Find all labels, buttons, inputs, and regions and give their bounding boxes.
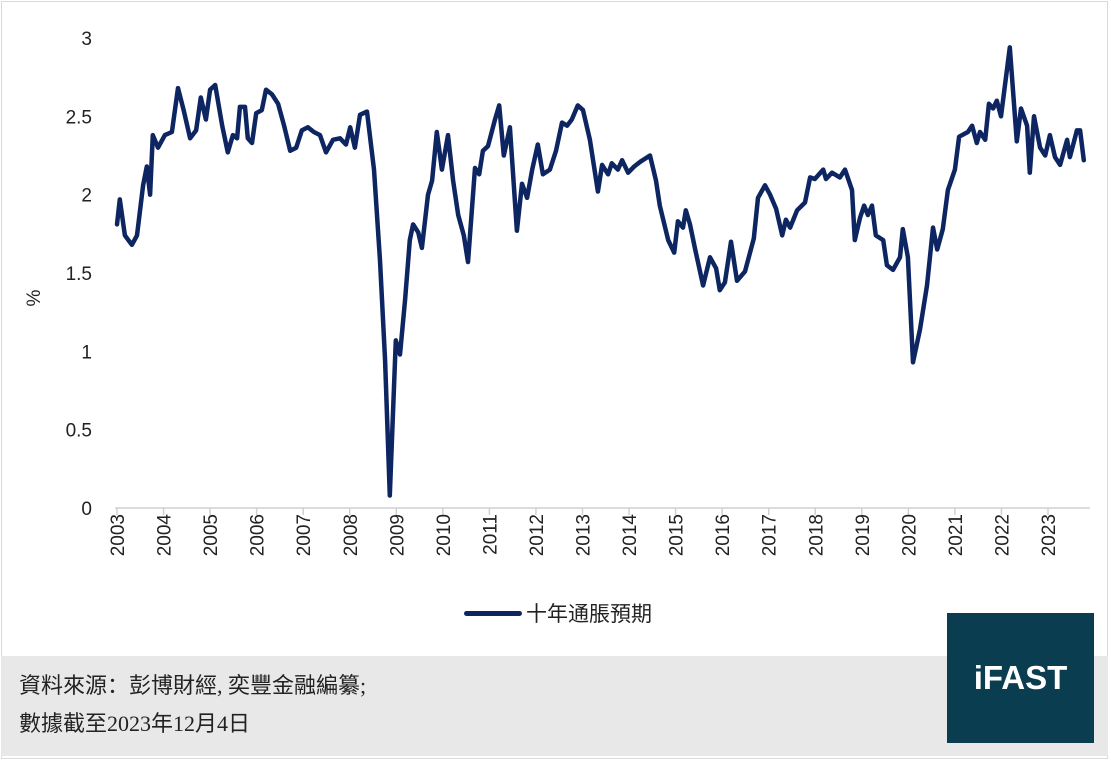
y-axis: 0 0.5 1 1.5 2 2.5 3	[66, 29, 92, 520]
legend: 十年通脹預期	[464, 598, 652, 628]
x-tick-label: 2006	[248, 514, 269, 556]
x-tick-label: 2007	[294, 514, 315, 556]
footer: 資料來源：彭博財經, 奕豐金融編纂; 數據截至2023年12月4日	[1, 656, 1108, 756]
y-tick-label: 1	[81, 342, 92, 363]
y-tick-label: 0	[81, 499, 92, 520]
legend-label: 十年通脹預期	[526, 602, 652, 626]
x-tick-label: 2016	[713, 514, 734, 556]
x-tick-label: 2012	[527, 514, 548, 556]
source-note: 資料來源：彭博財經, 奕豐金融編纂;	[19, 673, 367, 698]
series-line	[114, 45, 1087, 498]
x-tick-label: 2015	[667, 514, 688, 556]
date-note: 數據截至2023年12月4日	[19, 711, 251, 736]
x-tick-label: 2017	[760, 514, 781, 556]
legend-swatch	[464, 610, 522, 616]
x-tick-label: 2010	[434, 514, 455, 556]
x-tick-label: 2013	[574, 514, 595, 556]
x-tick-label: 2018	[806, 514, 827, 556]
x-tick-label: 2022	[992, 514, 1013, 556]
x-tick-label: 2008	[341, 514, 362, 556]
x-axis: 2003 2004 2005 2006 2007 2008 2009 2010 2011 2012…	[108, 507, 1090, 557]
y-tick-label: 3	[81, 29, 92, 50]
series-group	[114, 45, 1087, 498]
y-tick-label: 2.5	[66, 107, 92, 128]
y-tick-label: 2	[81, 186, 92, 207]
x-tick-label: 2021	[946, 514, 967, 556]
x-tick-label: 2014	[620, 514, 641, 557]
x-tick-label: 2020	[899, 514, 920, 556]
line-chart: 00.511.522.53 2003 2004 2005 2006 2007 2008 20…	[24, 29, 1090, 557]
y-axis-label: %	[24, 289, 45, 306]
y-tick-label: 0.5	[66, 421, 92, 442]
x-tick-label: 2011	[480, 514, 501, 555]
x-tick-label: 2009	[387, 514, 408, 556]
x-tick-label: 2003	[108, 514, 129, 556]
x-tick-label: 2019	[853, 514, 874, 556]
ifast-logo: iFAST	[947, 613, 1094, 743]
x-tick-label: 2023	[1039, 514, 1060, 556]
x-tick-label: 2004	[155, 514, 176, 557]
x-tick-label: 2005	[201, 514, 222, 556]
y-tick-label: 1.5	[66, 264, 92, 285]
